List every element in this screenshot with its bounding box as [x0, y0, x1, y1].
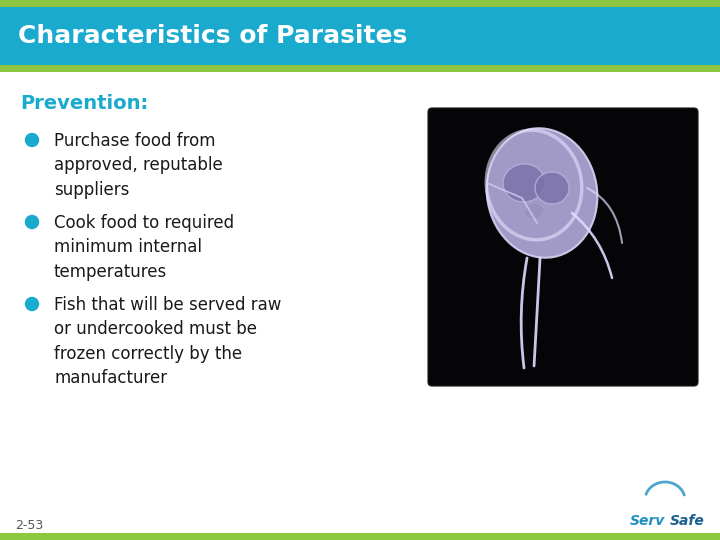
Ellipse shape [487, 129, 598, 258]
Ellipse shape [525, 204, 543, 218]
FancyBboxPatch shape [428, 108, 698, 386]
Text: Purchase food from
approved, reputable
suppliers: Purchase food from approved, reputable s… [54, 132, 222, 199]
Bar [0, 7, 720, 65]
Text: Characteristics of Parasites: Characteristics of Parasites [18, 24, 408, 48]
Circle shape [25, 215, 38, 228]
Text: Fish that will be served raw
or undercooked must be
frozen correctly by the
manu: Fish that will be served raw or undercoo… [54, 296, 282, 387]
Ellipse shape [535, 172, 569, 204]
Text: Cook food to required
minimum internal
temperatures: Cook food to required minimum internal t… [54, 214, 234, 281]
Bar [0, 65, 720, 72]
Text: Safe: Safe [670, 514, 705, 528]
Ellipse shape [503, 164, 545, 202]
Text: 2-53: 2-53 [15, 519, 43, 532]
Text: Prevention:: Prevention: [20, 94, 148, 113]
Circle shape [25, 298, 38, 310]
Bar [0, 0, 720, 7]
Bar [0, 533, 720, 540]
Text: Serv: Serv [630, 514, 665, 528]
Circle shape [25, 133, 38, 146]
